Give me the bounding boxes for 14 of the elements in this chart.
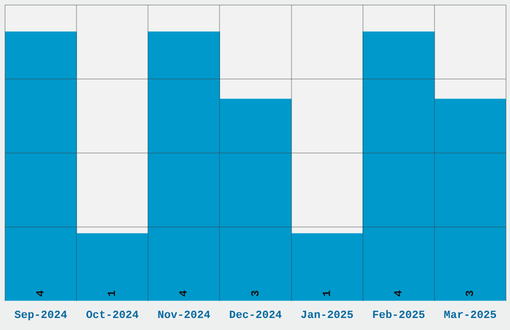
x-tick-label: Feb-2025 — [372, 310, 426, 322]
data-label: 1 — [322, 290, 334, 297]
x-tick-label: Oct-2024 — [86, 310, 140, 322]
x-tick-label: Nov-2024 — [158, 310, 211, 322]
x-tick-label: Jan-2025 — [300, 310, 354, 322]
data-label: 3 — [464, 290, 477, 297]
x-tick-label: Dec-2024 — [229, 310, 282, 322]
data-label: 3 — [250, 290, 262, 297]
data-label: 1 — [107, 290, 120, 297]
x-tick-label: Mar-2025 — [444, 310, 498, 322]
x-tick-label: Sep-2024 — [14, 310, 68, 322]
data-label: 4 — [36, 290, 48, 297]
data-label: 4 — [393, 290, 406, 297]
data-label: 4 — [178, 290, 191, 297]
